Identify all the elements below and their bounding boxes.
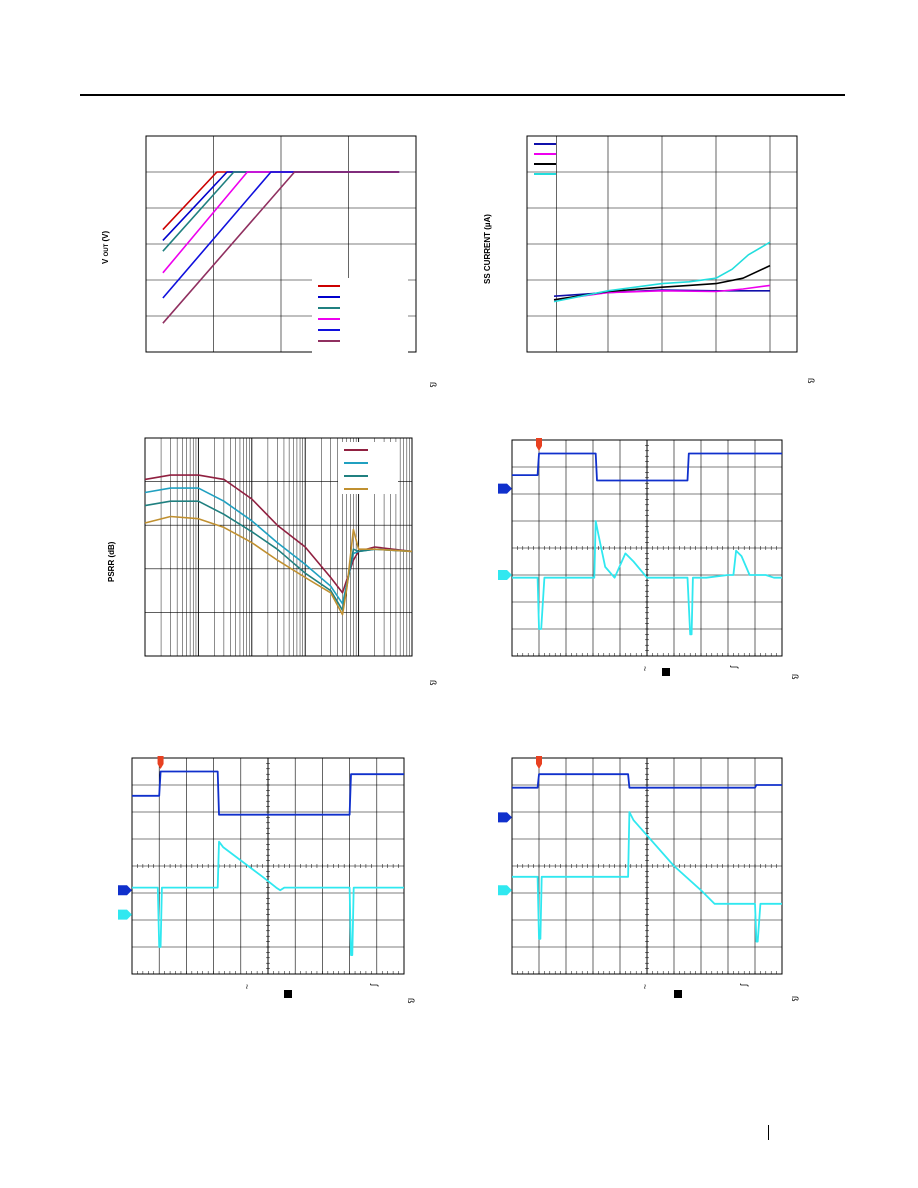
chart-vout: V OUT (V) ß <box>101 135 438 388</box>
series <box>512 452 782 636</box>
series <box>162 171 400 324</box>
corner-glyph: ß <box>806 378 816 384</box>
channel-2-marker-icon <box>118 909 132 920</box>
trigger-marker-icon <box>157 756 164 769</box>
page-number-bar <box>768 1125 769 1140</box>
header-rule <box>80 94 845 96</box>
legend-box <box>312 278 408 354</box>
series-line-3 <box>144 500 413 611</box>
mark-tilde: ~ <box>242 984 252 989</box>
channel-2-marker-icon <box>498 885 512 896</box>
series-line-4 <box>144 515 413 616</box>
series-line-1 <box>144 474 413 594</box>
trigger-square-icon <box>674 990 682 998</box>
grid <box>131 757 405 975</box>
channel-1-marker-icon <box>498 812 512 823</box>
series-line-2 <box>132 840 404 957</box>
grid <box>526 136 798 352</box>
chart-ss-current: SS CURRENT (µA) ß <box>483 135 816 384</box>
series <box>512 773 782 943</box>
chart-psrr: PSRR (dB) ß <box>107 437 438 686</box>
legend <box>312 278 408 354</box>
legend <box>338 442 398 494</box>
markers <box>498 438 542 580</box>
chart-scope-2: ~ ʃ ß <box>118 756 416 1004</box>
trigger-square-icon <box>284 990 292 998</box>
corner-glyph: ß <box>428 382 438 388</box>
legend <box>534 143 556 175</box>
series-line-2 <box>512 520 782 636</box>
series-line-2 <box>512 811 782 943</box>
series-line-1 <box>512 773 782 789</box>
trigger-marker-icon <box>536 756 542 769</box>
trigger-square-icon <box>662 668 670 676</box>
y-axis-label: V OUT (V) <box>101 231 110 264</box>
corner-glyph: ß <box>428 680 438 686</box>
series-line-4 <box>553 241 771 303</box>
corner-glyph: ß <box>790 674 800 680</box>
corner-glyph: ß <box>406 998 416 1004</box>
mark-tilde: ~ <box>640 984 650 989</box>
series-line-1 <box>512 452 782 482</box>
y-axis-label: SS CURRENT (µA) <box>483 214 492 284</box>
channel-2-marker-icon <box>498 570 512 580</box>
mark-step: ʃ <box>370 983 380 987</box>
series-line-6 <box>162 171 400 324</box>
series <box>553 241 771 303</box>
grid <box>511 757 783 975</box>
series <box>132 770 404 957</box>
mark-step: ʃ <box>730 665 740 669</box>
series-line-2 <box>553 284 771 301</box>
series <box>144 474 413 616</box>
channel-1-marker-icon <box>498 483 512 494</box>
series-line-2 <box>144 487 413 605</box>
grid <box>511 439 783 657</box>
y-axis-label: PSRR (dB) <box>107 541 116 582</box>
mark-step: ʃ <box>740 983 750 987</box>
chart-scope-3: ~ ʃ ß <box>498 756 800 1002</box>
trigger-marker-icon <box>536 438 542 451</box>
series-line-1 <box>132 770 404 816</box>
mark-tilde: ~ <box>640 666 650 671</box>
markers <box>498 756 542 896</box>
markers <box>118 756 164 920</box>
corner-glyph: ß <box>790 996 800 1002</box>
channel-1-marker-icon <box>118 885 132 896</box>
chart-scope-1: ~ ʃ ß <box>498 438 800 680</box>
